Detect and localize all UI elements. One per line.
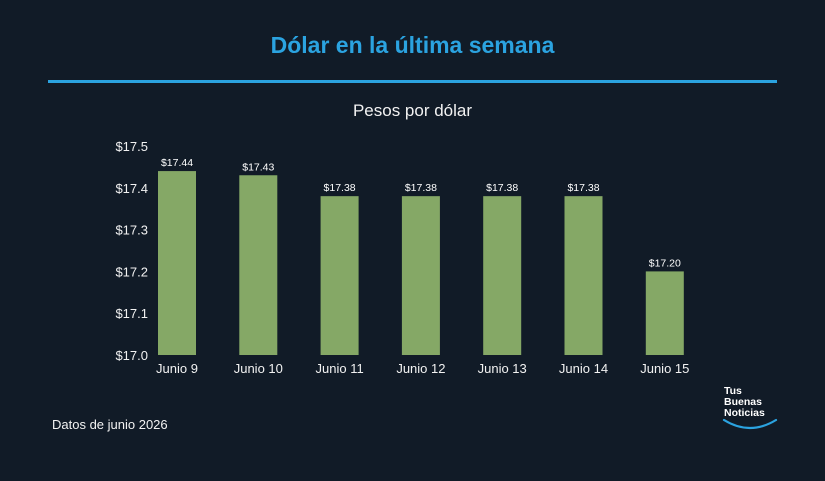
y-axis: $17.0 $17.1 $17.2 $17.3 $17.4 $17.5 xyxy=(115,139,148,363)
bar xyxy=(320,196,359,355)
bar xyxy=(483,196,522,355)
x-tick-label: Junio 15 xyxy=(640,361,689,376)
x-tick-label: Junio 14 xyxy=(559,361,608,376)
x-tick-label: Junio 11 xyxy=(316,361,364,376)
chart-subtitle: Pesos por dólar xyxy=(352,101,473,120)
x-tick-label: Junio 9 xyxy=(156,361,198,376)
tus-buenas-noticias-logo: Tus Buenas Noticias xyxy=(722,385,784,436)
logo-line: Buenas xyxy=(724,396,762,408)
bars: $17.44 $17.43 $17.38 $17.38 $17.38 $17.38 $17.… xyxy=(158,157,684,355)
logo-smile-icon xyxy=(722,418,778,430)
bar xyxy=(401,196,440,355)
chart-title: Dólar en la última semana xyxy=(270,32,555,58)
bar-value-label: $17.38 xyxy=(405,182,437,194)
bar xyxy=(564,196,603,355)
bar-value-label: $17.38 xyxy=(567,182,599,194)
x-axis: Junio 9 Junio 10 Junio 11 Junio 12 Junio 13 J… xyxy=(156,361,689,376)
bar xyxy=(158,171,196,355)
y-tick-label: $17.3 xyxy=(115,223,148,238)
bar-value-label: $17.38 xyxy=(324,182,356,194)
bar xyxy=(239,175,278,355)
bar-value-label: $17.20 xyxy=(649,257,681,269)
y-tick-label: $17.2 xyxy=(115,264,148,279)
title-divider xyxy=(48,80,777,83)
logo-line: Tus xyxy=(724,385,742,397)
x-tick-label: Junio 13 xyxy=(478,361,527,376)
bar xyxy=(645,271,684,355)
data-source-note: Datos de junio 2026 xyxy=(52,417,168,432)
logo-line: Noticias xyxy=(724,407,765,419)
y-tick-label: $17.1 xyxy=(115,306,148,321)
y-tick-label: $17.5 xyxy=(115,139,148,154)
bar-value-label: $17.38 xyxy=(486,182,518,194)
bar-chart: $17.0$17.1$17.2$17.3$17.4$17.5 $17.44 $17… xyxy=(115,139,689,376)
y-tick-label: $17.0 xyxy=(115,348,148,363)
bar-value-label: $17.43 xyxy=(242,161,274,173)
bar-value-label: $17.44 xyxy=(161,157,193,169)
y-tick-label: $17.4 xyxy=(115,181,148,196)
x-tick-label: Junio 12 xyxy=(396,361,445,376)
x-tick-label: Junio 10 xyxy=(234,361,283,376)
